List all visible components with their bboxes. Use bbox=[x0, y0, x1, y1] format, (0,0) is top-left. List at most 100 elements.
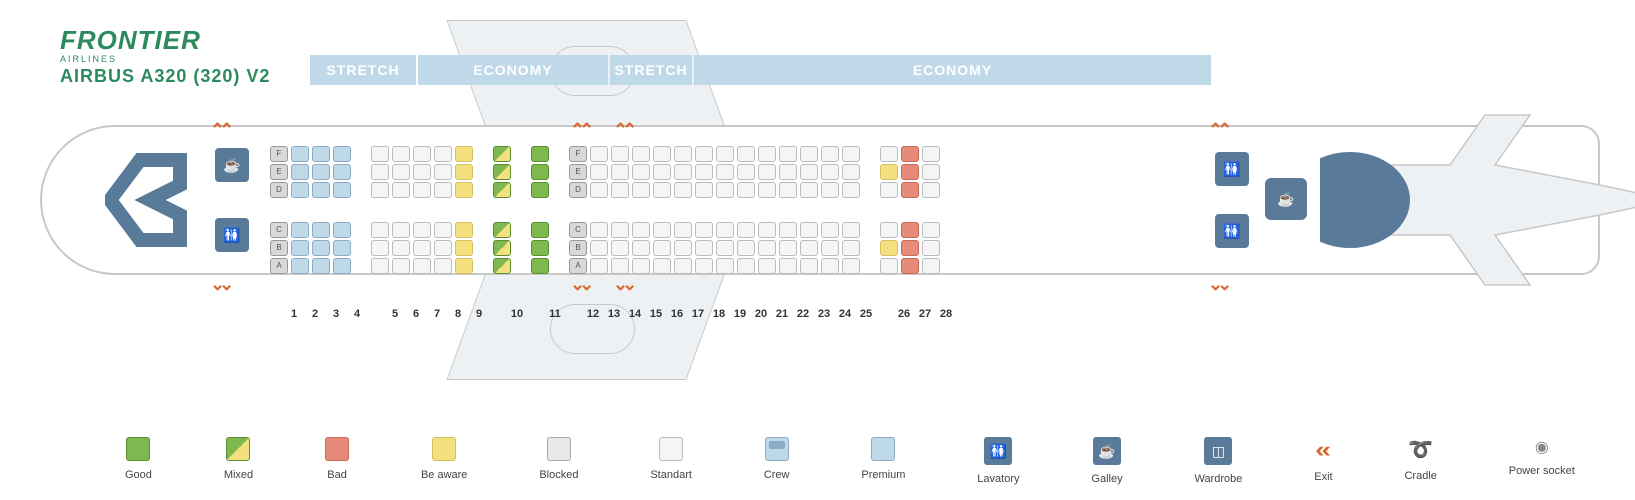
seat[interactable] bbox=[590, 258, 608, 274]
seat[interactable] bbox=[333, 222, 351, 238]
seat[interactable] bbox=[821, 164, 839, 180]
seat[interactable] bbox=[312, 182, 330, 198]
seat[interactable] bbox=[434, 240, 452, 256]
seat[interactable] bbox=[880, 258, 898, 274]
seat[interactable] bbox=[611, 240, 629, 256]
seat[interactable] bbox=[531, 258, 549, 274]
seat[interactable] bbox=[901, 146, 919, 162]
seat[interactable] bbox=[880, 222, 898, 238]
seat[interactable] bbox=[779, 164, 797, 180]
seat[interactable] bbox=[590, 240, 608, 256]
seat[interactable] bbox=[842, 240, 860, 256]
seat[interactable] bbox=[493, 222, 511, 238]
seat[interactable] bbox=[758, 222, 776, 238]
seat[interactable] bbox=[901, 164, 919, 180]
seat[interactable]: C bbox=[270, 222, 288, 238]
seat[interactable] bbox=[821, 258, 839, 274]
seat[interactable] bbox=[392, 146, 410, 162]
seat[interactable] bbox=[531, 240, 549, 256]
seat[interactable] bbox=[413, 222, 431, 238]
seat[interactable] bbox=[455, 182, 473, 198]
seat[interactable] bbox=[611, 164, 629, 180]
seat[interactable] bbox=[413, 258, 431, 274]
seat[interactable] bbox=[695, 258, 713, 274]
seat[interactable] bbox=[493, 258, 511, 274]
seat[interactable] bbox=[737, 146, 755, 162]
seat[interactable] bbox=[371, 182, 389, 198]
seat[interactable] bbox=[333, 182, 351, 198]
seat[interactable] bbox=[695, 240, 713, 256]
seat[interactable] bbox=[632, 258, 650, 274]
seat[interactable] bbox=[737, 222, 755, 238]
seat[interactable] bbox=[392, 182, 410, 198]
seat[interactable] bbox=[493, 146, 511, 162]
seat[interactable] bbox=[413, 146, 431, 162]
seat[interactable] bbox=[371, 222, 389, 238]
seat[interactable] bbox=[674, 146, 692, 162]
seat[interactable]: D bbox=[569, 182, 587, 198]
seat[interactable] bbox=[842, 164, 860, 180]
seat[interactable] bbox=[821, 182, 839, 198]
seat[interactable] bbox=[800, 146, 818, 162]
seat[interactable] bbox=[716, 258, 734, 274]
seat[interactable] bbox=[922, 146, 940, 162]
seat[interactable] bbox=[611, 182, 629, 198]
seat[interactable] bbox=[455, 164, 473, 180]
seat[interactable] bbox=[493, 240, 511, 256]
seat[interactable] bbox=[842, 146, 860, 162]
seat[interactable] bbox=[758, 164, 776, 180]
seat[interactable] bbox=[434, 146, 452, 162]
seat[interactable] bbox=[312, 240, 330, 256]
seat[interactable] bbox=[779, 182, 797, 198]
seat[interactable] bbox=[674, 182, 692, 198]
seat[interactable] bbox=[842, 222, 860, 238]
seat[interactable] bbox=[716, 164, 734, 180]
seat[interactable]: A bbox=[270, 258, 288, 274]
seat[interactable] bbox=[590, 182, 608, 198]
seat[interactable] bbox=[716, 146, 734, 162]
seat[interactable] bbox=[880, 146, 898, 162]
seat[interactable] bbox=[392, 164, 410, 180]
seat[interactable] bbox=[493, 182, 511, 198]
seat[interactable] bbox=[779, 146, 797, 162]
seat[interactable] bbox=[737, 182, 755, 198]
seat[interactable] bbox=[632, 240, 650, 256]
seat[interactable] bbox=[434, 182, 452, 198]
seat[interactable] bbox=[653, 146, 671, 162]
seat[interactable] bbox=[392, 240, 410, 256]
seat[interactable] bbox=[291, 146, 309, 162]
seat[interactable] bbox=[800, 222, 818, 238]
seat[interactable] bbox=[291, 164, 309, 180]
seat[interactable] bbox=[695, 164, 713, 180]
seat[interactable] bbox=[434, 164, 452, 180]
seat[interactable] bbox=[455, 258, 473, 274]
seat[interactable] bbox=[333, 164, 351, 180]
seat[interactable] bbox=[590, 164, 608, 180]
seat[interactable] bbox=[901, 258, 919, 274]
seat[interactable] bbox=[901, 182, 919, 198]
seat[interactable]: C bbox=[569, 222, 587, 238]
seat[interactable] bbox=[531, 222, 549, 238]
seat[interactable] bbox=[758, 240, 776, 256]
seat[interactable] bbox=[695, 146, 713, 162]
seat[interactable] bbox=[333, 146, 351, 162]
seat[interactable] bbox=[716, 182, 734, 198]
seat[interactable] bbox=[392, 258, 410, 274]
seat[interactable] bbox=[632, 222, 650, 238]
seat[interactable] bbox=[779, 222, 797, 238]
seat[interactable] bbox=[800, 258, 818, 274]
seat[interactable] bbox=[821, 240, 839, 256]
seat[interactable] bbox=[653, 258, 671, 274]
seat[interactable] bbox=[291, 182, 309, 198]
seat[interactable] bbox=[632, 146, 650, 162]
seat[interactable] bbox=[800, 240, 818, 256]
seat[interactable] bbox=[674, 222, 692, 238]
seat[interactable] bbox=[291, 222, 309, 238]
seat[interactable] bbox=[312, 258, 330, 274]
seat[interactable]: B bbox=[569, 240, 587, 256]
seat[interactable] bbox=[901, 240, 919, 256]
seat[interactable]: E bbox=[569, 164, 587, 180]
seat[interactable] bbox=[758, 182, 776, 198]
seat[interactable] bbox=[880, 182, 898, 198]
seat[interactable] bbox=[632, 164, 650, 180]
